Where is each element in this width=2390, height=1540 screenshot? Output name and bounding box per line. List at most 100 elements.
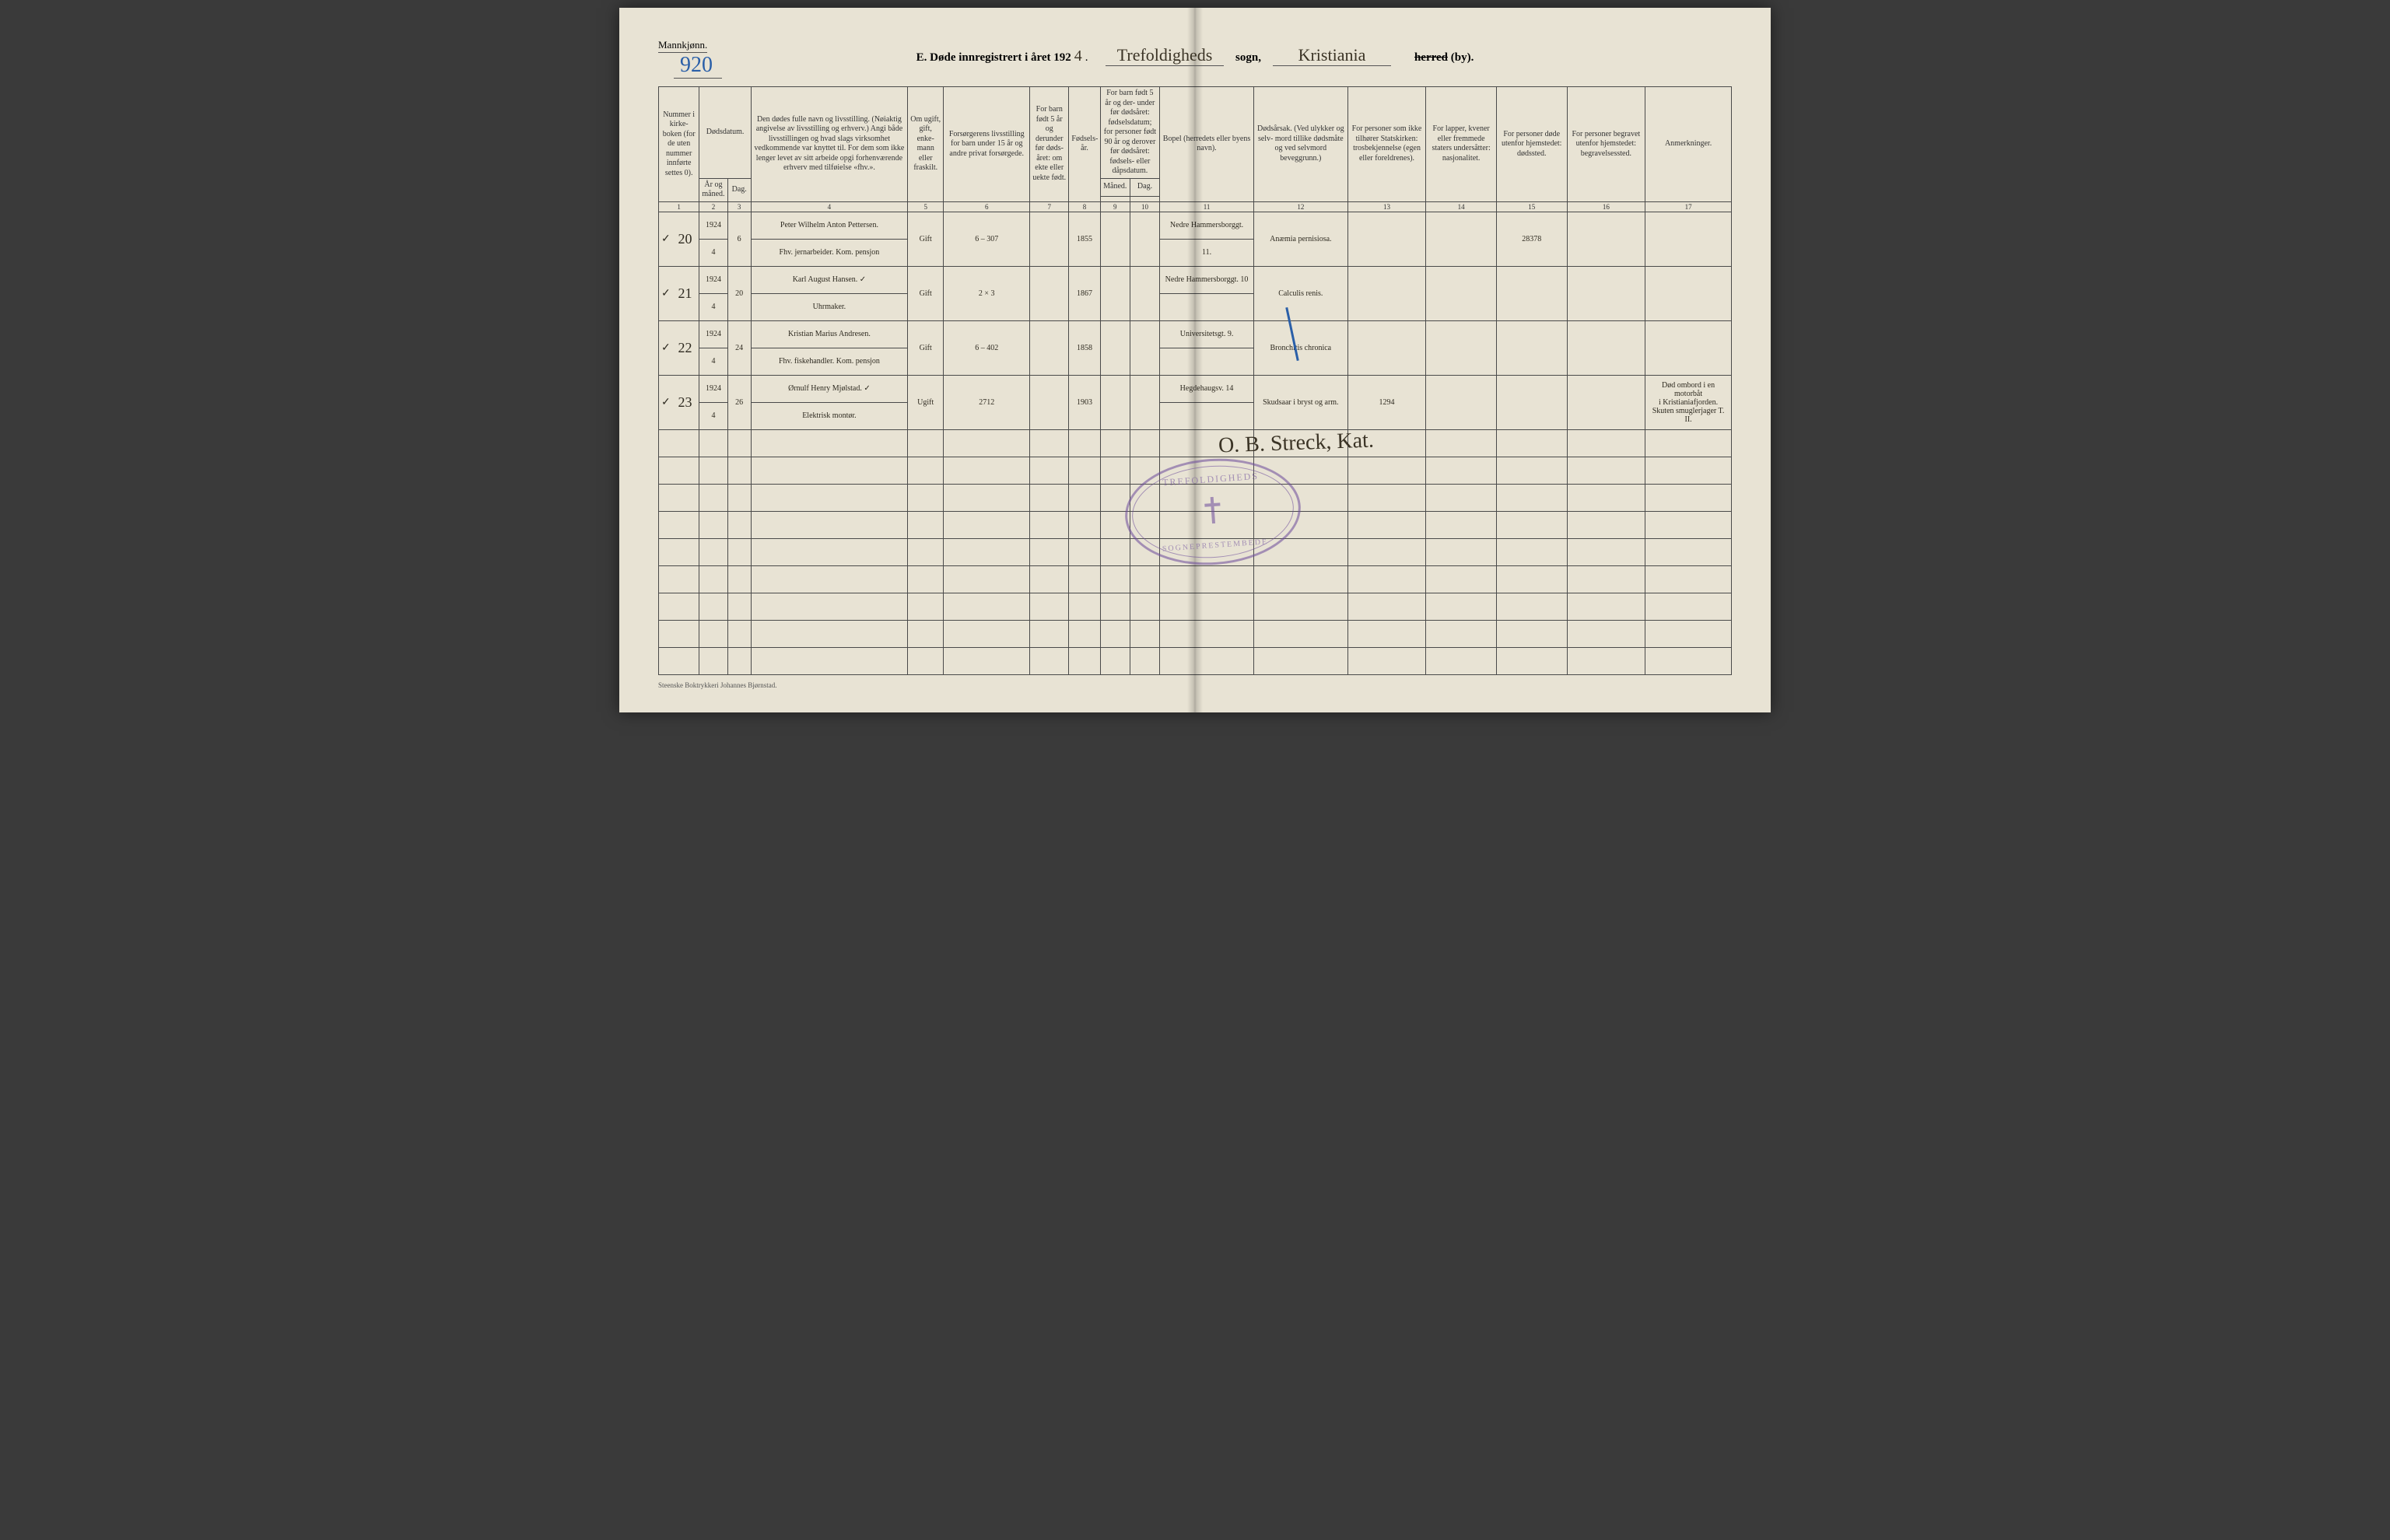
checkmark: ✓ [659, 212, 671, 266]
col-9-header: Måned. [1100, 178, 1130, 196]
blank-row [659, 484, 1732, 511]
marital-status: Gift [908, 320, 944, 375]
forsorger: 2712 [944, 375, 1030, 429]
c10 [1130, 320, 1159, 375]
bopel: Universitetsgt. 9. [1160, 320, 1254, 348]
occupation-line: Uhrmaker. [751, 293, 907, 320]
colnum: 11 [1160, 201, 1254, 212]
c10 [1130, 266, 1159, 320]
cause: Bronchitis chronica [1253, 320, 1347, 375]
c14 [1426, 212, 1497, 266]
forsorger: 6 – 402 [944, 320, 1030, 375]
col-3-header: Dag. [727, 178, 751, 201]
table-header: Nummer i kirke- boken (for de uten numme… [659, 87, 1732, 212]
month: 4 [699, 293, 727, 320]
cause: Anæmia pernisiosa. [1253, 212, 1347, 266]
entry-row: ✓23192426Ørnulf Henry Mjølstad. ✓Ugift27… [659, 375, 1732, 402]
blank-row [659, 457, 1732, 484]
remarks [1645, 212, 1732, 266]
forsorger: 6 – 307 [944, 212, 1030, 266]
c16 [1567, 320, 1645, 375]
remarks [1645, 320, 1732, 375]
day: 20 [727, 266, 751, 320]
forsorger: 2 × 3 [944, 266, 1030, 320]
c10 [1130, 212, 1159, 266]
marital-status: Ugift [908, 375, 944, 429]
bopel: Nedre Hammersborggt. [1160, 212, 1254, 239]
colnum: 9 [1100, 201, 1130, 212]
entry-row: ✓21192420Karl August Hansen. ✓Gift2 × 31… [659, 266, 1732, 293]
title-row: E. Døde innregistrert i året 1924. Trefo… [658, 45, 1732, 66]
entry-number: 22 [671, 320, 699, 375]
c15 [1496, 375, 1567, 429]
entry-number: 21 [671, 266, 699, 320]
col-15-header: For personer døde utenfor hjemstedet: dø… [1496, 87, 1567, 202]
blank-row [659, 511, 1732, 538]
remarks: Død ombord i en motorbåti Kristianiafjor… [1645, 375, 1732, 429]
colnum: 10 [1130, 201, 1159, 212]
marital-status: Gift [908, 266, 944, 320]
c15 [1496, 266, 1567, 320]
colnum: 12 [1253, 201, 1347, 212]
colnum: 7 [1030, 201, 1069, 212]
c7 [1030, 212, 1069, 266]
year-digit: 4 [1071, 47, 1085, 65]
c7 [1030, 266, 1069, 320]
c15 [1496, 320, 1567, 375]
label-herred: herred [1414, 51, 1448, 64]
bopel-2 [1160, 348, 1254, 375]
col-10-header: Dag. [1130, 178, 1159, 196]
bopel: Hegdehaugsv. 14 [1160, 375, 1254, 402]
c10 [1130, 375, 1159, 429]
col-1-header: Nummer i kirke- boken (for de uten numme… [659, 87, 699, 202]
bopel: Nedre Hammersborggt. 10 [1160, 266, 1254, 293]
bopel-2 [1160, 293, 1254, 320]
col-10-sub [1130, 196, 1159, 201]
entry-number: 23 [671, 375, 699, 429]
year: 1924 [699, 375, 727, 402]
c13 [1347, 320, 1426, 375]
c7 [1030, 375, 1069, 429]
blank-row [659, 538, 1732, 565]
c14 [1426, 320, 1497, 375]
birth-year: 1903 [1069, 375, 1100, 429]
blank-row [659, 565, 1732, 593]
parish-field: Trefoldigheds [1106, 45, 1224, 66]
birth-year: 1855 [1069, 212, 1100, 266]
label-sogn: sogn, [1235, 51, 1261, 64]
day: 26 [727, 375, 751, 429]
colnum: 13 [1347, 201, 1426, 212]
colnum: 16 [1567, 201, 1645, 212]
printer-footer: Steenske Boktrykkeri Johannes Bjørnstad. [658, 681, 1732, 689]
c9 [1100, 212, 1130, 266]
col-9-10-header: For barn født 5 år og der- under før død… [1100, 87, 1159, 179]
cause: Calculis renis. [1253, 266, 1347, 320]
colnum: 17 [1645, 201, 1732, 212]
year: 1924 [699, 320, 727, 348]
col-4-header: Den dødes fulle navn og livsstilling. (N… [751, 87, 907, 202]
col-7-header: For barn født 5 år og derunder før døds-… [1030, 87, 1069, 202]
ledger-table: Nummer i kirke- boken (for de uten numme… [658, 86, 1732, 675]
name-line: Ørnulf Henry Mjølstad. ✓ [751, 375, 907, 402]
city-field: Kristiania [1273, 45, 1391, 66]
colnum: 15 [1496, 201, 1567, 212]
month: 4 [699, 239, 727, 266]
month: 4 [699, 348, 727, 375]
blank-row [659, 647, 1732, 674]
name-line: Peter Wilhelm Anton Pettersen. [751, 212, 907, 239]
c9 [1100, 266, 1130, 320]
c13: 1294 [1347, 375, 1426, 429]
day: 24 [727, 320, 751, 375]
marital-status: Gift [908, 212, 944, 266]
col-2-header: År og måned. [699, 178, 727, 201]
birth-year: 1867 [1069, 266, 1100, 320]
bopel-2 [1160, 402, 1254, 429]
col-16-header: For personer begravet utenfor hjemstedet… [1567, 87, 1645, 202]
colnum: 5 [908, 201, 944, 212]
bopel-2: 11. [1160, 239, 1254, 266]
colnum: 2 [699, 201, 727, 212]
c14 [1426, 375, 1497, 429]
c13 [1347, 212, 1426, 266]
c16 [1567, 266, 1645, 320]
day: 6 [727, 212, 751, 266]
